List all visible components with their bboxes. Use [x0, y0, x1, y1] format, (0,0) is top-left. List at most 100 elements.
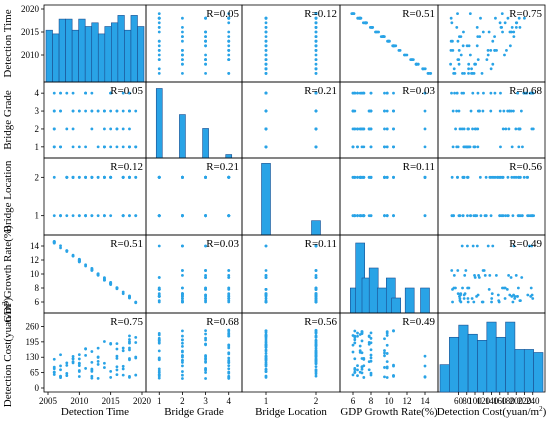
- scatter-point: [461, 214, 465, 218]
- scatter-point: [84, 347, 87, 351]
- scatter-point: [65, 361, 69, 365]
- scatter-point: [115, 342, 119, 346]
- scatter-point: [157, 338, 161, 342]
- scatter-point: [518, 299, 522, 302]
- scatter-point: [264, 16, 268, 20]
- panel-r0-c2: R=0.12: [241, 4, 341, 83]
- scatter-point: [374, 30, 377, 34]
- panel-r3-c4: R=0.49: [437, 234, 546, 314]
- scatter-point: [460, 127, 464, 131]
- scatter-point: [264, 352, 268, 355]
- scatter-point: [487, 288, 491, 291]
- scatter-point: [204, 16, 207, 20]
- scatter-point: [181, 364, 184, 368]
- scatter-point: [356, 91, 359, 95]
- x-tick-label: 1: [157, 396, 162, 406]
- histogram-bar: [78, 18, 86, 83]
- scatter-point: [314, 21, 318, 25]
- scatter-point: [314, 244, 318, 248]
- scatter-point: [456, 269, 460, 272]
- scatter-point: [356, 127, 359, 131]
- scatter-point: [494, 274, 498, 277]
- scatter-point: [264, 274, 268, 277]
- scatter-point: [520, 276, 524, 279]
- scatter-point: [469, 109, 473, 113]
- scatter-point: [530, 214, 533, 218]
- scatter-point: [481, 109, 485, 113]
- scatter-point: [427, 72, 431, 75]
- scatter-point: [429, 72, 433, 75]
- scatter-point: [71, 355, 75, 358]
- scatter-point: [491, 175, 494, 179]
- scatter-point: [491, 39, 495, 43]
- scatter-point: [461, 286, 464, 290]
- panel-r2-c0: R=0.12: [43, 157, 147, 236]
- scatter-point: [157, 356, 161, 360]
- scatter-point: [77, 175, 81, 179]
- scatter-point: [181, 35, 184, 38]
- scatter-point: [204, 377, 207, 380]
- scatter-point: [481, 30, 485, 34]
- scatter-point: [465, 44, 469, 48]
- scatter-point: [356, 374, 359, 378]
- scatter-point: [501, 30, 504, 34]
- correlation-label: R=0.12: [110, 161, 143, 173]
- scatter-point: [498, 21, 502, 25]
- correlation-label: R=0.75: [110, 316, 143, 328]
- scatter-point: [459, 292, 463, 295]
- scatter-point: [204, 342, 207, 346]
- x-tick-label: 200: [510, 396, 524, 406]
- histogram-bar: [111, 22, 119, 83]
- histogram-bar: [311, 220, 321, 236]
- scatter-point: [314, 62, 318, 66]
- histogram-bar: [65, 18, 73, 83]
- scatter-point: [264, 244, 268, 248]
- correlation-label: R=0.03: [402, 85, 435, 97]
- scatter-point: [476, 127, 480, 131]
- scatter-point: [453, 91, 456, 95]
- y-tick-label: 3: [35, 106, 40, 116]
- y-tick-label: 65: [30, 368, 40, 378]
- scatter-point: [392, 214, 395, 218]
- scatter-point: [181, 286, 184, 290]
- scatter-point: [84, 91, 87, 95]
- scatter-point: [128, 376, 131, 379]
- scatter-point: [466, 244, 469, 248]
- scatter-point: [463, 274, 467, 277]
- scatter-point: [457, 62, 461, 66]
- scatter-point: [518, 26, 522, 29]
- scatter-point: [358, 91, 362, 95]
- scatter-point: [383, 145, 386, 149]
- correlation-label: R=0.56: [509, 161, 542, 173]
- scatter-point: [264, 58, 268, 61]
- panel-r4-c4: [437, 312, 546, 393]
- scatter-point: [71, 214, 75, 218]
- scatter-point: [314, 276, 318, 279]
- histogram-bar: [84, 26, 93, 83]
- scatter-point: [314, 274, 318, 277]
- scatter-point: [157, 295, 161, 298]
- scatter-point: [157, 331, 161, 335]
- scatter-point: [523, 16, 526, 20]
- scatter-point: [451, 145, 455, 149]
- scatter-point: [181, 214, 184, 218]
- scatter-point: [77, 357, 81, 361]
- scatter-point: [370, 26, 374, 29]
- scatter-point: [204, 338, 207, 342]
- panel-r0-c3: R=0.51: [339, 4, 439, 83]
- scatter-point: [383, 91, 386, 95]
- scatter-point: [314, 35, 318, 38]
- scatter-point: [514, 127, 518, 131]
- scatter-point: [514, 175, 518, 179]
- histogram-bar: [225, 154, 233, 159]
- scatter-point: [204, 276, 207, 279]
- scatter-point: [227, 35, 231, 38]
- x-tick-label: 10: [385, 396, 395, 406]
- scatter-point: [181, 16, 184, 20]
- scatter-point: [468, 53, 472, 57]
- histogram-bar: [58, 18, 66, 83]
- scatter-point: [423, 214, 427, 218]
- panel-r4-c1: R=0.68: [145, 312, 243, 393]
- correlation-label: R=0.21: [206, 161, 239, 173]
- scatter-point: [314, 335, 318, 339]
